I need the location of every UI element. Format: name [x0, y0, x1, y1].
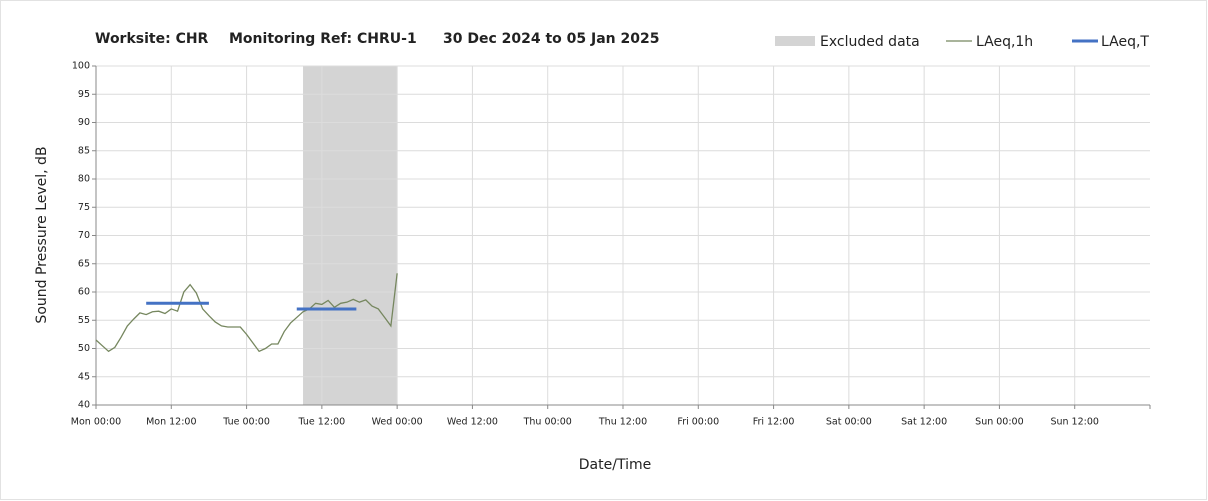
y-tick-label: 85 [78, 145, 90, 156]
x-tick-label: Tue 12:00 [298, 417, 346, 428]
y-tick-label: 45 [78, 371, 90, 382]
x-tick-label: Mon 00:00 [71, 417, 121, 428]
title-dates: 30 Dec 2024 to 05 Jan 2025 [443, 31, 660, 47]
line-series [95, 273, 398, 353]
x-tick-label: Sat 00:00 [826, 417, 872, 428]
y-tick-label: 50 [78, 343, 90, 354]
y-tick-label: 90 [78, 117, 90, 128]
legend-label: Excluded data [820, 34, 920, 50]
x-axis-label: Date/Time [579, 457, 651, 473]
x-tick-label: Wed 00:00 [372, 417, 423, 428]
x-tick-label: Mon 12:00 [146, 417, 196, 428]
x-tick-label: Fri 12:00 [753, 417, 795, 428]
x-tick-label: Wed 12:00 [447, 417, 498, 428]
x-tick-label: Fri 00:00 [677, 417, 719, 428]
y-tick-label: 40 [78, 400, 90, 411]
x-tick-label: Tue 00:00 [222, 417, 270, 428]
y-tick-label: 70 [78, 230, 90, 241]
y-tick-label: 75 [78, 202, 90, 213]
x-tick-label: Thu 12:00 [598, 417, 647, 428]
title-ref: Monitoring Ref: CHRU-1 [229, 31, 417, 47]
y-tick-label: 95 [78, 89, 90, 100]
x-tick-label: Sun 12:00 [1050, 417, 1098, 428]
y-tick-label: 80 [78, 174, 90, 185]
y-tick-label: 100 [72, 61, 90, 72]
x-tick-label: Thu 00:00 [523, 417, 572, 428]
y-tick-label: 60 [78, 287, 90, 298]
legend-label: LAeq,1h [976, 34, 1033, 50]
title-worksite: Worksite: CHR [95, 31, 209, 47]
y-tick-label: 55 [78, 315, 90, 326]
legend-label: LAeq,T [1101, 34, 1149, 50]
y-axis-label: Sound Pressure Level, dB [34, 146, 50, 323]
x-tick-label: Sat 12:00 [901, 417, 947, 428]
x-tick-label: Sun 00:00 [975, 417, 1023, 428]
legend-swatch [775, 36, 815, 46]
y-tick-label: 65 [78, 258, 90, 269]
